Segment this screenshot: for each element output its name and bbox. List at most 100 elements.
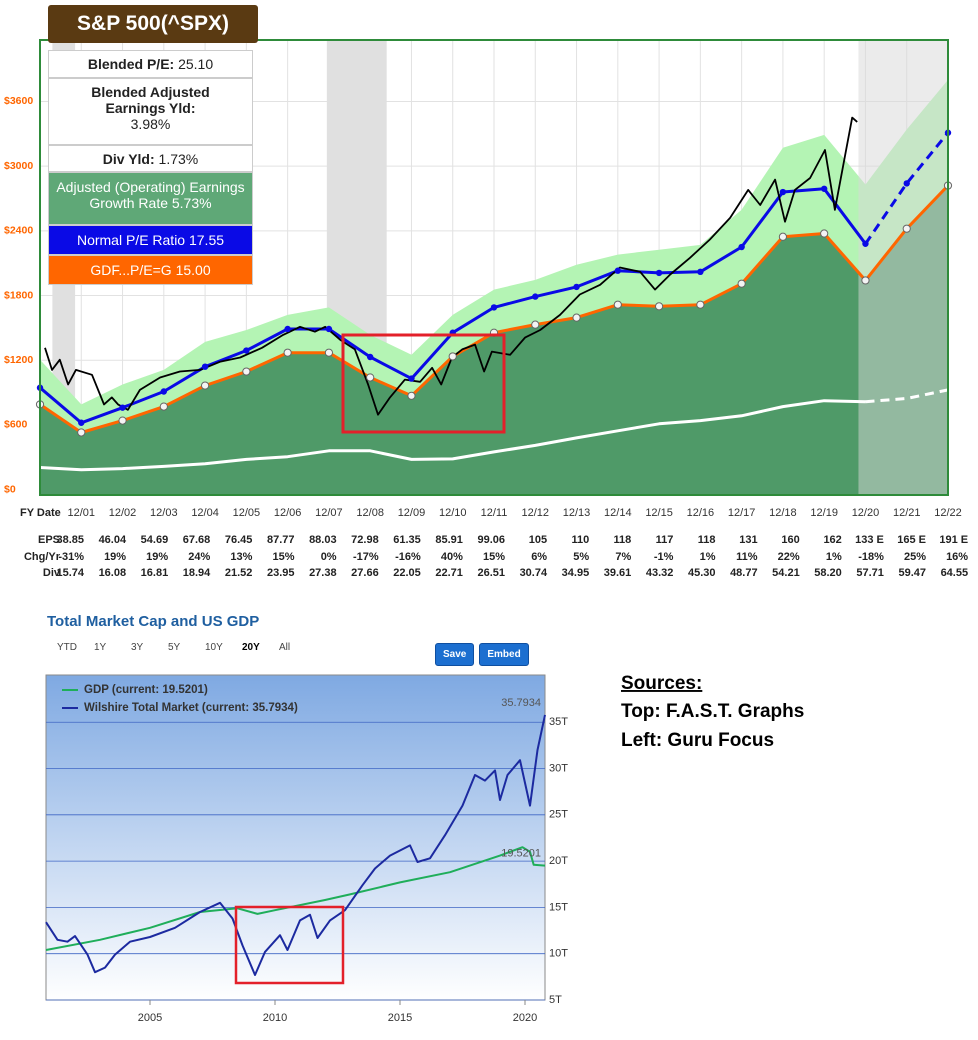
point-marker bbox=[531, 320, 540, 329]
y-tick-label: $600 bbox=[4, 419, 28, 431]
point-marker bbox=[820, 229, 829, 238]
x-tick-label: 12/08 bbox=[356, 507, 384, 519]
point-marker bbox=[613, 300, 622, 309]
point-marker bbox=[448, 352, 457, 361]
table-cell: 61.35 bbox=[393, 534, 421, 546]
range-selector: YTD 1Y 3Y 5Y 10Y 20Y All bbox=[57, 642, 316, 653]
x-tick-label: 12/11 bbox=[481, 507, 508, 519]
x-tick-label: 12/22 bbox=[934, 507, 962, 519]
table-cell: 24% bbox=[188, 551, 210, 563]
table-cell: 23.95 bbox=[267, 567, 295, 579]
x-tick-label: 12/18 bbox=[769, 507, 797, 519]
table-cell: 38.85 bbox=[56, 534, 84, 546]
point-marker bbox=[366, 353, 374, 361]
x-tick-label: 12/12 bbox=[522, 507, 550, 519]
table-cell: 27.66 bbox=[351, 567, 379, 579]
x-tick-label: 12/17 bbox=[728, 507, 756, 519]
table-cell: 27.38 bbox=[309, 567, 337, 579]
panel-item: Blended P/E: 25.10 bbox=[48, 50, 253, 78]
table-cell: 25% bbox=[904, 551, 926, 563]
range-option[interactable]: YTD bbox=[57, 642, 77, 653]
point-marker bbox=[779, 188, 787, 196]
table-cell: 22.71 bbox=[435, 567, 463, 579]
y-tick-label: 10T bbox=[549, 948, 568, 960]
legend-label: Wilshire Total Market (current: 35.7934) bbox=[84, 702, 298, 714]
range-option[interactable]: All bbox=[279, 642, 291, 653]
table-cell: 165 E bbox=[897, 534, 926, 546]
table-cell: 54.21 bbox=[772, 567, 800, 579]
table-cell: 48.77 bbox=[730, 567, 758, 579]
projection-shade bbox=[858, 40, 948, 495]
x-tick-label: 12/21 bbox=[893, 507, 921, 519]
action-button[interactable]: Save bbox=[435, 643, 475, 666]
point-marker bbox=[902, 224, 911, 233]
panel-label: Div Yld: bbox=[102, 151, 155, 167]
panel-label: Blended P/E: bbox=[87, 56, 175, 72]
table-cell: 57.71 bbox=[856, 567, 884, 579]
range-option[interactable]: 1Y bbox=[94, 642, 107, 653]
table-cell: 54.69 bbox=[141, 534, 169, 546]
point-marker bbox=[283, 348, 292, 357]
point-marker bbox=[407, 391, 416, 400]
action-button[interactable]: Embed bbox=[479, 643, 529, 666]
point-marker bbox=[77, 428, 86, 437]
plot-background bbox=[45, 674, 546, 1001]
table-cell: 13% bbox=[230, 551, 252, 563]
table-cell: 15% bbox=[272, 551, 294, 563]
plot-border bbox=[39, 39, 949, 496]
legend-item: Normal P/E Ratio 17.55 bbox=[48, 225, 253, 255]
table-cell: 40% bbox=[441, 551, 463, 563]
y-tick-label: 15T bbox=[549, 901, 568, 913]
table-cell: 99.06 bbox=[477, 534, 505, 546]
y-tick-label: $2400 bbox=[4, 225, 33, 237]
sources-heading: Sources: bbox=[621, 673, 702, 694]
table-cell: 64.55 bbox=[941, 567, 969, 579]
point-marker bbox=[284, 325, 291, 333]
range-option[interactable]: 20Y bbox=[242, 642, 260, 653]
x-tick-label: 12/01 bbox=[68, 507, 96, 519]
y-tick-label: 35T bbox=[549, 716, 568, 728]
range-option[interactable]: 3Y bbox=[131, 642, 144, 653]
x-tick-label: 2015 bbox=[388, 1012, 412, 1024]
table-cell: 1% bbox=[700, 551, 716, 563]
point-marker bbox=[119, 404, 126, 411]
table-cell: 30.74 bbox=[520, 567, 548, 579]
x-tick-label: 12/19 bbox=[810, 507, 838, 519]
x-tick-label: 12/15 bbox=[645, 507, 673, 519]
table-row-label: EPS bbox=[38, 534, 60, 546]
range-option[interactable]: 10Y bbox=[205, 642, 223, 653]
table-cell: -17% bbox=[353, 551, 379, 563]
x-tick-label: 12/13 bbox=[563, 507, 591, 519]
table-cell: 0% bbox=[321, 551, 337, 563]
point-marker bbox=[201, 363, 209, 370]
table-cell: 87.77 bbox=[267, 534, 295, 546]
table-cell: 85.91 bbox=[435, 534, 463, 546]
table-cell: 18.94 bbox=[183, 567, 211, 579]
table-cell: 58.20 bbox=[814, 567, 842, 579]
x-tick-label: 12/14 bbox=[604, 507, 632, 519]
point-marker bbox=[697, 268, 704, 276]
range-option[interactable]: 5Y bbox=[168, 642, 181, 653]
panel-value: 3.98% bbox=[130, 116, 171, 132]
point-marker bbox=[614, 267, 622, 274]
table-row-label: Chg/Yr bbox=[24, 551, 61, 563]
table-cell: 76.45 bbox=[225, 534, 253, 546]
x-tick-label: 12/09 bbox=[398, 507, 426, 519]
table-cell: -16% bbox=[395, 551, 421, 563]
table-cell: 19% bbox=[146, 551, 168, 563]
point-marker bbox=[820, 185, 828, 192]
x-tick-label: 12/02 bbox=[109, 507, 137, 519]
x-tick-label: 12/10 bbox=[439, 507, 467, 519]
end-value-label: 35.7934 bbox=[501, 697, 541, 709]
point-marker bbox=[573, 283, 580, 291]
table-cell: 45.30 bbox=[688, 567, 716, 579]
x-tick-label: 12/07 bbox=[315, 507, 343, 519]
table-cell: 43.32 bbox=[646, 567, 674, 579]
table-cell: 118 bbox=[698, 534, 716, 546]
point-marker bbox=[325, 325, 333, 333]
point-marker bbox=[903, 180, 910, 187]
table-cell: 21.52 bbox=[225, 567, 253, 579]
table-cell: 160 bbox=[781, 534, 799, 546]
